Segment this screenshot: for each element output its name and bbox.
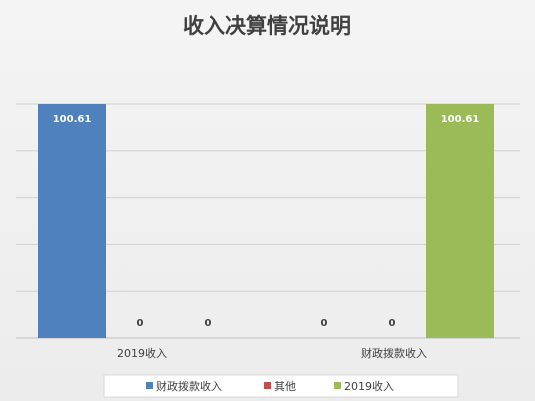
data-labels: 100.61 0 0 0 0 100.61 xyxy=(53,114,480,329)
data-label: 100.61 xyxy=(53,114,92,125)
bar xyxy=(426,104,494,338)
legend: 财政拨款收入 其他 2019收入 xyxy=(103,374,459,398)
x-axis: 2019收入 财政拨款收入 xyxy=(117,346,427,360)
bars xyxy=(38,104,494,338)
data-label: 0 xyxy=(205,318,212,329)
chart-title: 收入决算情况说明 xyxy=(183,14,351,38)
legend-box xyxy=(103,374,459,398)
data-label: 0 xyxy=(137,318,144,329)
legend-label: 其他 xyxy=(274,380,296,393)
legend-swatch xyxy=(146,382,153,389)
legend-swatch xyxy=(264,382,271,389)
data-label: 100.61 xyxy=(441,114,480,125)
data-label: 0 xyxy=(321,318,328,329)
legend-label: 2019收入 xyxy=(344,379,394,393)
x-tick-label: 财政拨款收入 xyxy=(361,346,427,360)
bar xyxy=(38,104,106,338)
x-tick-label: 2019收入 xyxy=(117,346,167,360)
data-label: 0 xyxy=(389,318,396,329)
legend-label: 财政拨款收入 xyxy=(156,379,222,393)
legend-swatch xyxy=(334,382,341,389)
